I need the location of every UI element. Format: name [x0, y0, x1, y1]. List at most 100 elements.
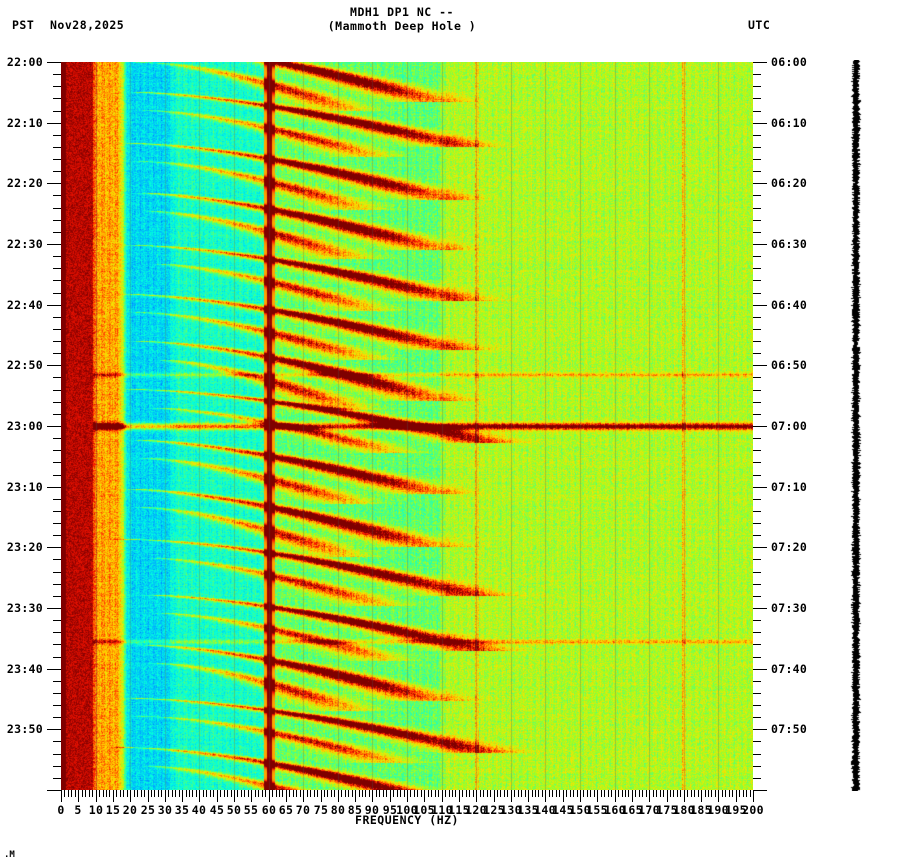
time-label-pst: 23:40: [6, 662, 43, 676]
time-tick-major: [753, 183, 767, 184]
time-tick-minor: [753, 705, 761, 706]
time-tick-major: [753, 790, 767, 791]
freq-tick-minor: [594, 790, 595, 797]
time-tick-major: [47, 244, 61, 245]
freq-tick-minor: [556, 790, 557, 797]
freq-tick-minor: [203, 790, 204, 797]
time-tick-minor: [53, 317, 61, 318]
freq-label: 65: [278, 803, 294, 817]
freq-tick-major: [303, 790, 304, 802]
freq-tick-minor: [750, 790, 751, 797]
time-tick-minor: [53, 523, 61, 524]
freq-tick-major: [528, 790, 529, 802]
freq-label: 190: [707, 803, 729, 817]
time-tick-minor: [53, 341, 61, 342]
freq-tick-minor: [708, 790, 709, 797]
time-tick-minor: [753, 317, 761, 318]
time-tick-major: [47, 608, 61, 609]
time-tick-major: [753, 669, 767, 670]
station-title-line1: MDH1 DP1 NC --: [350, 5, 454, 19]
freq-tick-minor: [141, 790, 142, 797]
time-tick-minor: [53, 171, 61, 172]
freq-tick-minor: [535, 790, 536, 797]
freq-tick-minor: [279, 790, 280, 797]
trace-canvas: [848, 60, 865, 791]
freq-label: 55: [243, 803, 259, 817]
freq-tick-minor: [573, 790, 574, 797]
time-tick-minor: [753, 717, 761, 718]
freq-tick-minor: [694, 790, 695, 797]
time-tick-minor: [53, 572, 61, 573]
time-tick-minor: [53, 390, 61, 391]
freq-tick-minor: [227, 790, 228, 797]
freq-tick-minor: [549, 790, 550, 797]
freq-tick-minor: [210, 790, 211, 797]
time-tick-minor: [753, 693, 761, 694]
freq-tick-minor: [570, 790, 571, 797]
freq-label: 135: [517, 803, 539, 817]
freq-tick-minor: [300, 790, 301, 797]
freq-tick-minor: [248, 790, 249, 797]
freq-label: 15: [105, 803, 121, 817]
freq-tick-minor: [206, 790, 207, 797]
freq-label: 165: [621, 803, 643, 817]
freq-tick-minor: [352, 790, 353, 797]
time-tick-minor: [53, 135, 61, 136]
freq-tick-minor: [175, 790, 176, 797]
time-tick-minor: [53, 268, 61, 269]
freq-tick-minor: [428, 790, 429, 797]
time-tick-minor: [53, 98, 61, 99]
time-tick-minor: [753, 657, 761, 658]
freq-tick-minor: [673, 790, 674, 797]
spectrogram-plot[interactable]: [61, 62, 753, 790]
time-tick-minor: [753, 74, 761, 75]
time-tick-minor: [53, 256, 61, 257]
freq-tick-minor: [192, 790, 193, 797]
spectrogram-image[interactable]: [61, 62, 753, 790]
freq-tick-minor: [244, 790, 245, 797]
freq-tick-minor: [327, 790, 328, 797]
freq-tick-minor: [400, 790, 401, 797]
time-tick-minor: [53, 693, 61, 694]
time-tick-minor: [753, 741, 761, 742]
freq-label: 155: [586, 803, 608, 817]
time-tick-minor: [53, 632, 61, 633]
time-tick-minor: [53, 293, 61, 294]
time-tick-minor: [53, 353, 61, 354]
freq-tick-minor: [376, 790, 377, 797]
freq-tick-major: [321, 790, 322, 802]
freq-tick-minor: [296, 790, 297, 797]
time-tick-minor: [753, 329, 761, 330]
time-tick-minor: [753, 766, 761, 767]
freq-tick-minor: [483, 790, 484, 797]
time-tick-minor: [53, 584, 61, 585]
freq-tick-minor: [642, 790, 643, 797]
freq-tick-minor: [307, 790, 308, 797]
freq-tick-major: [494, 790, 495, 802]
time-tick-major: [753, 123, 767, 124]
freq-label: 30: [157, 803, 173, 817]
freq-tick-minor: [525, 790, 526, 797]
freq-tick-minor: [255, 790, 256, 797]
freq-tick-minor: [99, 790, 100, 797]
freq-tick-minor: [590, 790, 591, 797]
time-label-utc: 07:20: [771, 540, 808, 554]
freq-tick-minor: [480, 790, 481, 797]
time-tick-minor: [53, 620, 61, 621]
time-tick-minor: [753, 681, 761, 682]
freq-tick-minor: [455, 790, 456, 797]
freq-tick-minor: [123, 790, 124, 797]
freq-tick-major: [217, 790, 218, 802]
freq-tick-major: [563, 790, 564, 802]
time-tick-minor: [753, 341, 761, 342]
time-tick-minor: [753, 450, 761, 451]
freq-tick-major: [667, 790, 668, 802]
freq-label: 35: [174, 803, 190, 817]
freq-tick-minor: [431, 790, 432, 797]
freq-tick-major: [338, 790, 339, 802]
freq-tick-minor: [120, 790, 121, 797]
time-tick-major: [753, 365, 767, 366]
time-tick-minor: [753, 572, 761, 573]
freq-tick-minor: [622, 790, 623, 797]
freq-tick-minor: [161, 790, 162, 797]
